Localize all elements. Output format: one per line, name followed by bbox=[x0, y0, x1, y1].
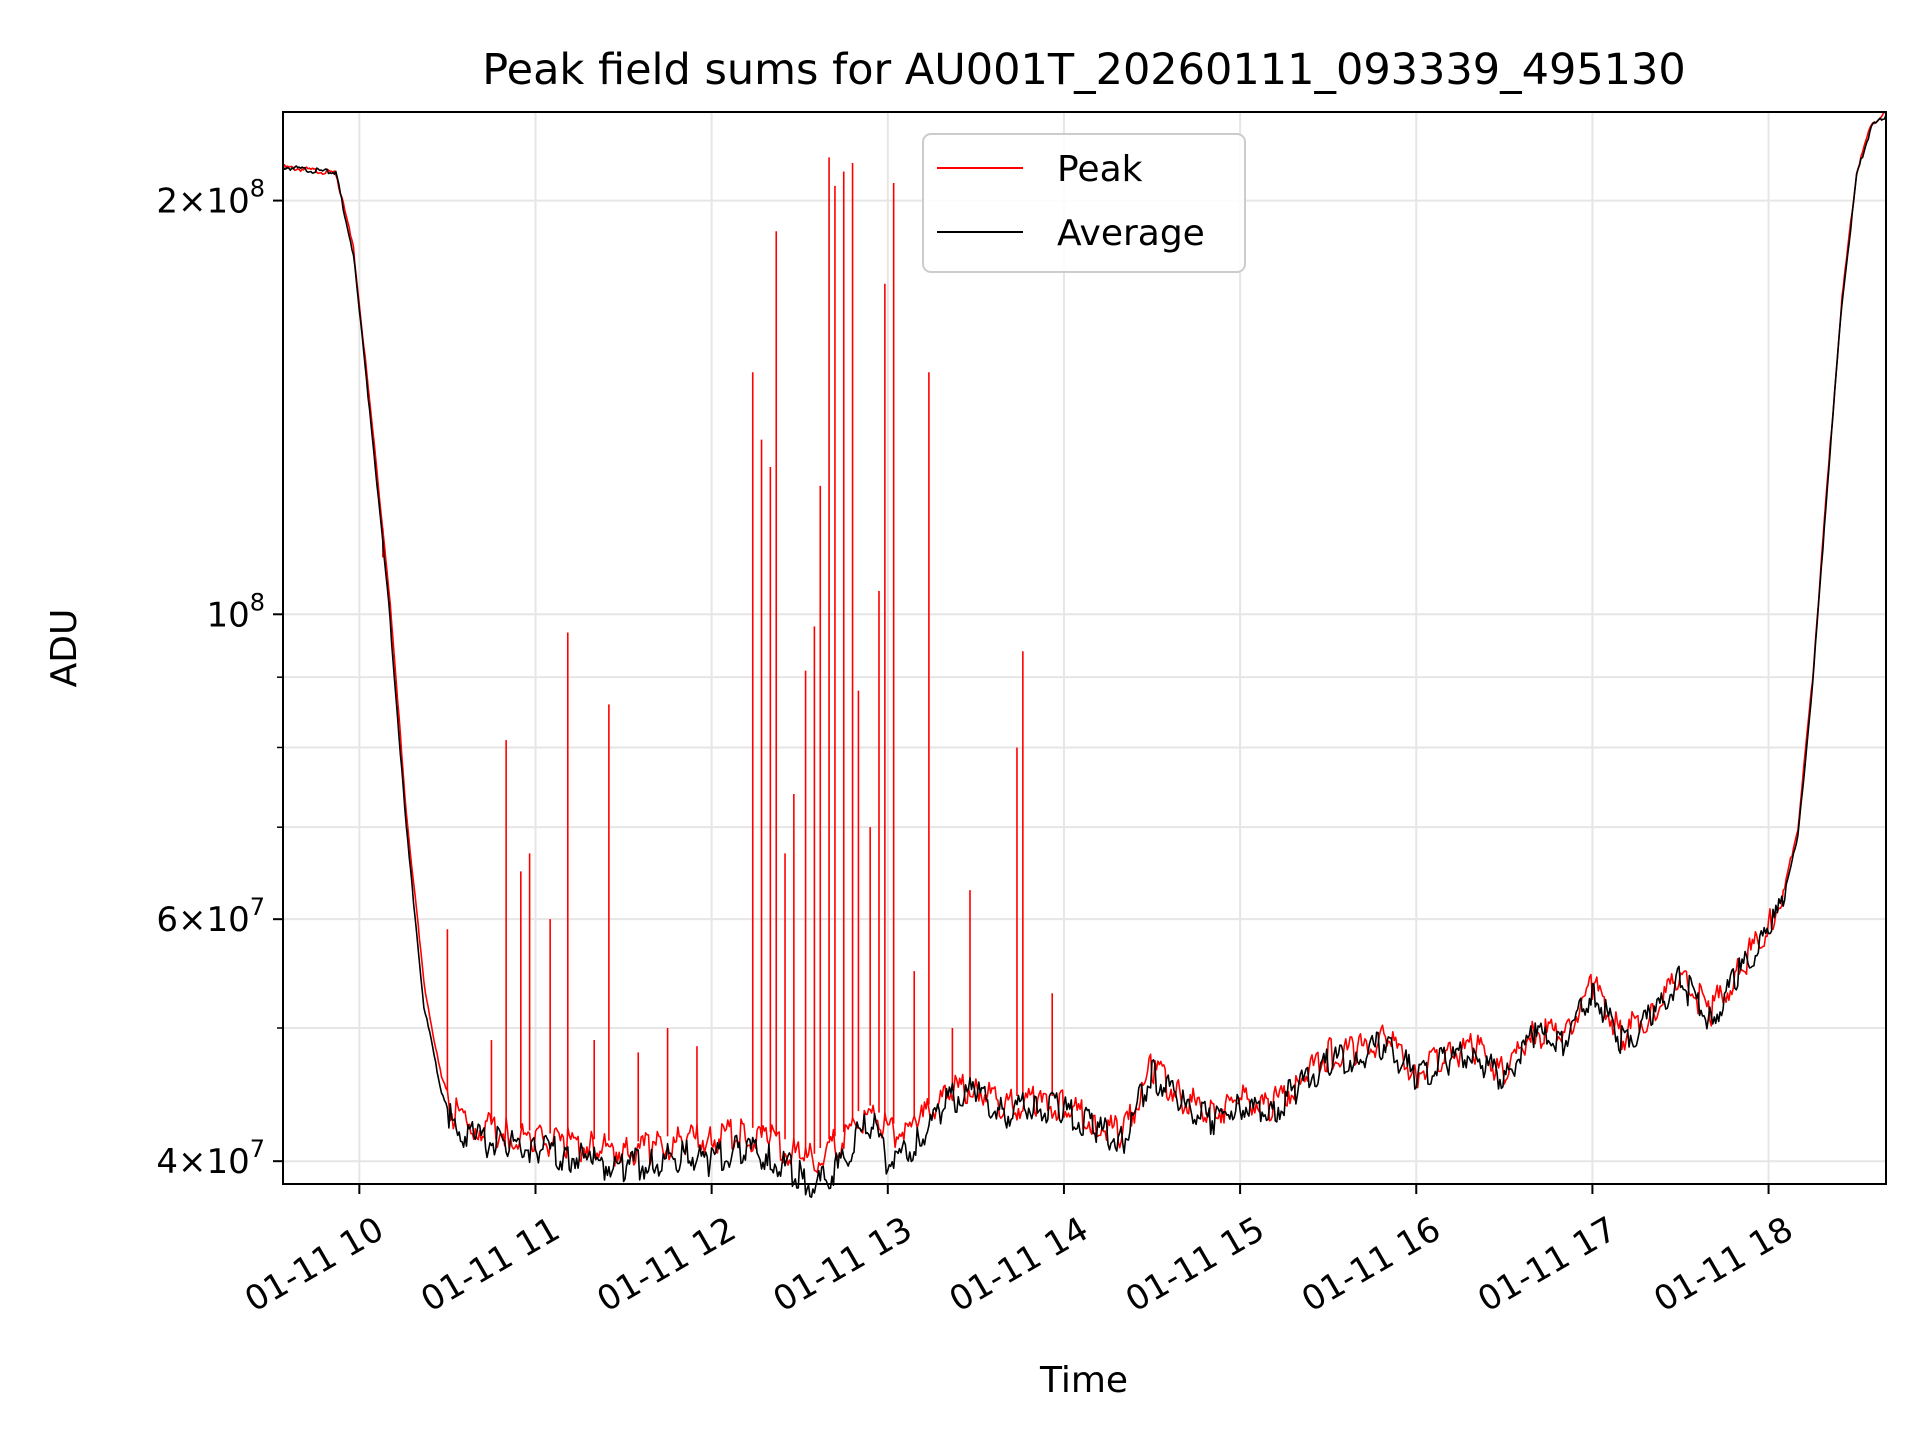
plot-frame bbox=[282, 111, 1887, 1185]
legend-label-average: Average bbox=[1057, 213, 1205, 254]
x-axis-label: Time bbox=[1039, 1360, 1128, 1401]
series-line-peak bbox=[282, 111, 1887, 1174]
y-axis-label: ADU bbox=[44, 609, 85, 688]
grid bbox=[283, 112, 1886, 1184]
y-tick-label: 108 bbox=[206, 588, 265, 635]
legend: Peak Average bbox=[922, 133, 1246, 273]
y-axis-ticks: 4×107 6×107 108 2×108 bbox=[156, 175, 283, 1182]
chart-title: Peak field sums for AU001T_20260111_0933… bbox=[482, 45, 1686, 95]
y-tick-label: 6×107 bbox=[156, 893, 265, 940]
series-layer bbox=[282, 111, 1887, 1198]
series-line-average bbox=[282, 114, 1887, 1198]
y-tick-label: 2×108 bbox=[156, 175, 265, 222]
y-tick-label: 4×107 bbox=[156, 1135, 265, 1182]
legend-label-peak: Peak bbox=[1057, 149, 1143, 190]
